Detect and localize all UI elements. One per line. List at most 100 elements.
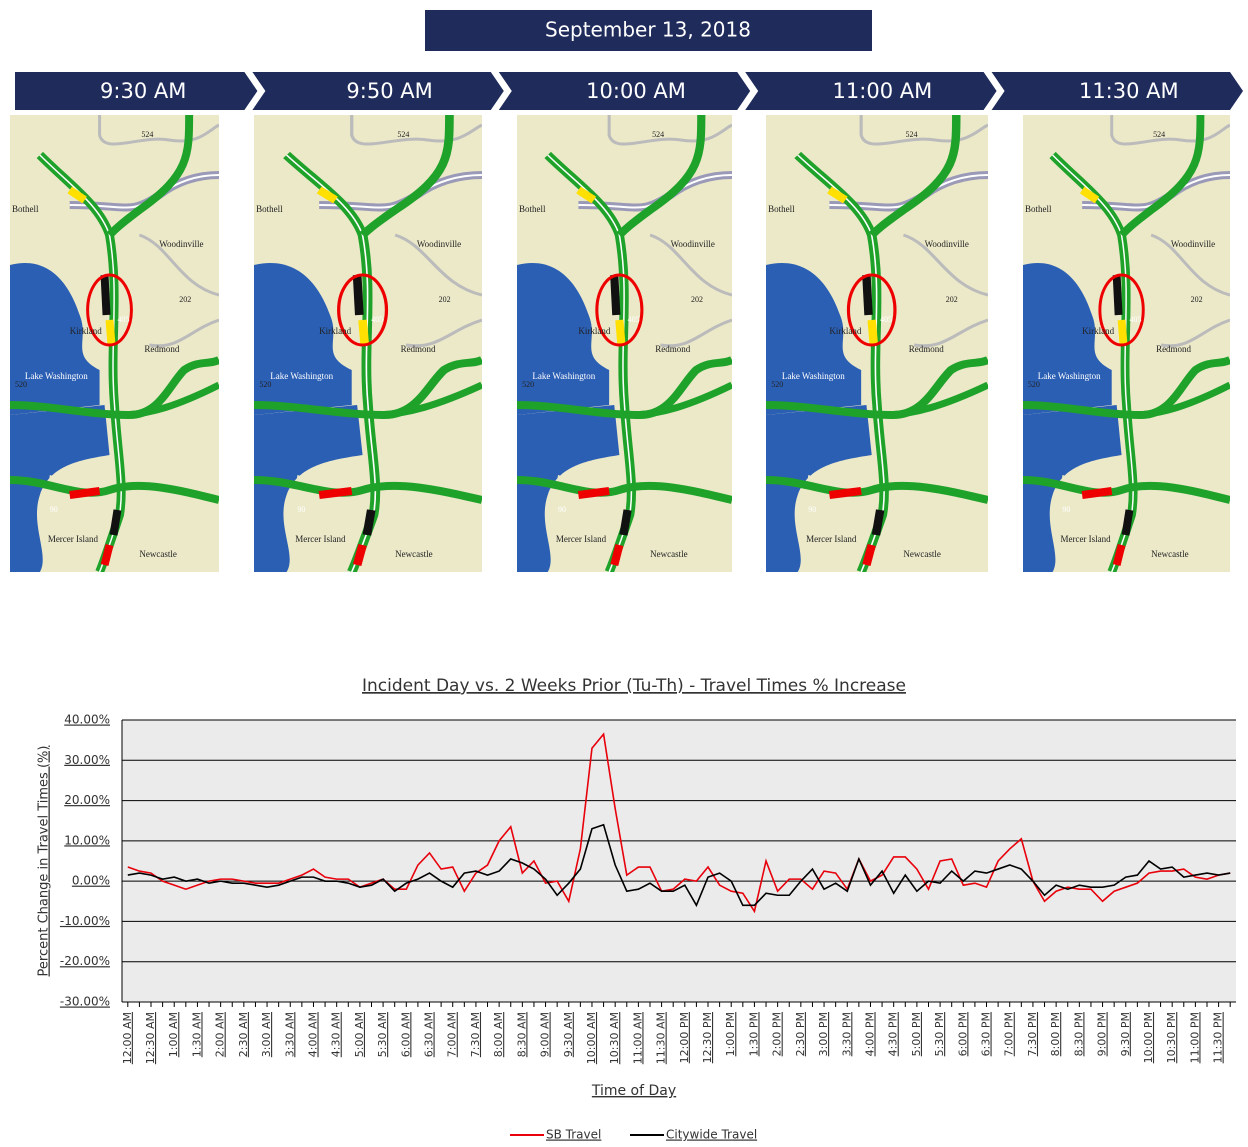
map-image xyxy=(254,115,482,572)
map-label: 90 xyxy=(1062,505,1070,514)
map-label: Woodinville xyxy=(1171,239,1215,249)
map-label: 90 xyxy=(297,505,305,514)
chart: Incident Day vs. 2 Weeks Prior (Tu-Th) -… xyxy=(37,676,1237,1142)
map-label: 202 xyxy=(439,295,451,304)
time-label: 11:00 AM xyxy=(833,79,933,103)
x-tick-label: 10:00 PM xyxy=(1142,1012,1155,1063)
x-tick-label: 2:00 AM xyxy=(214,1012,227,1057)
x-tick-label: 4:30 AM xyxy=(330,1012,343,1057)
x-tick-label: 6:00 PM xyxy=(956,1012,969,1056)
x-tick-label: 1:30 PM xyxy=(747,1012,760,1056)
map: BothellWoodinvilleKirklandRedmondLake Wa… xyxy=(10,115,219,572)
x-tick-label: 7:00 PM xyxy=(1003,1012,1016,1056)
x-tick-label: 10:30 AM xyxy=(608,1012,621,1064)
map-image xyxy=(766,115,988,572)
map-label: Bothell xyxy=(12,204,39,214)
map-label: 520 xyxy=(771,380,783,389)
y-tick-label: 0.00% xyxy=(72,874,110,888)
timeline: 9:30 AM9:50 AM10:00 AM11:00 AM11:30 AM xyxy=(15,72,1243,110)
map-label: 524 xyxy=(141,130,153,139)
plot-area xyxy=(122,720,1236,1002)
map-image xyxy=(1023,115,1230,572)
time-label: 9:30 AM xyxy=(100,79,186,103)
map-label: Redmond xyxy=(655,344,690,354)
x-tick-label: 6:30 AM xyxy=(423,1012,436,1057)
x-tick-label: 12:30 AM xyxy=(144,1012,157,1064)
x-tick-label: 9:00 AM xyxy=(539,1012,552,1057)
map-label: 202 xyxy=(691,295,703,304)
map-label: Newcastle xyxy=(650,549,687,559)
legend-label: Citywide Travel xyxy=(666,1128,757,1142)
x-tick-label: 7:00 AM xyxy=(446,1012,459,1057)
x-tick-label: 4:00 AM xyxy=(306,1012,319,1057)
y-tick-label: 40.00% xyxy=(64,713,110,727)
map-label: Bothell xyxy=(519,204,546,214)
x-tick-label: 2:30 AM xyxy=(237,1012,250,1057)
map-label: 405 xyxy=(1129,315,1141,324)
map-label: Mercer Island xyxy=(806,534,857,544)
legend-label: SB Travel xyxy=(546,1128,601,1142)
map: BothellWoodinvilleKirklandRedmondLake Wa… xyxy=(254,115,482,572)
x-tick-label: 3:00 AM xyxy=(260,1012,273,1057)
map-label: Newcastle xyxy=(903,549,940,559)
map-label: Woodinville xyxy=(925,239,969,249)
x-tick-label: 9:30 PM xyxy=(1119,1012,1132,1056)
map-label: 520 xyxy=(1028,380,1040,389)
map-label: 524 xyxy=(906,130,918,139)
map-label: 90 xyxy=(558,505,566,514)
map-label: Bothell xyxy=(1025,204,1052,214)
y-tick-label: -10.00% xyxy=(60,914,110,928)
map-label: Lake Washington xyxy=(532,371,595,381)
map-label: 524 xyxy=(1153,130,1165,139)
time-label: 9:50 AM xyxy=(346,79,432,103)
map-label: Kirkland xyxy=(319,326,351,336)
x-axis-title: Time of Day xyxy=(591,1083,676,1099)
map-label: Kirkland xyxy=(578,326,610,336)
x-tick-label: 5:30 AM xyxy=(376,1012,389,1057)
x-tick-label: 10:00 AM xyxy=(585,1012,598,1064)
x-tick-label: 6:00 AM xyxy=(399,1012,412,1057)
maps: Bothell Woodinville Kirkland Redmond Lake Wa… xyxy=(10,115,1230,572)
page: September 13, 2018 9:30 AM 9:50 AM 10:00 A… xyxy=(0,0,1248,1143)
x-tick-label: 7:30 PM xyxy=(1026,1012,1039,1056)
map-label: Mercer Island xyxy=(556,534,607,544)
map-label: 520 xyxy=(259,380,271,389)
map-label: Lake Washington xyxy=(782,371,845,381)
map-label: 524 xyxy=(397,130,409,139)
x-tick-label: 3:30 PM xyxy=(840,1012,853,1056)
map-image xyxy=(517,115,732,572)
x-tick-label: 3:00 PM xyxy=(817,1012,830,1056)
x-tick-label: 1:00 AM xyxy=(167,1012,180,1057)
map-label: Newcastle xyxy=(139,549,176,559)
x-tick-label: 1:30 AM xyxy=(190,1012,203,1057)
x-tick-label: 9:30 AM xyxy=(562,1012,575,1057)
map-label: Newcastle xyxy=(1151,549,1188,559)
y-tick-label: 30.00% xyxy=(64,753,110,767)
map-label: 520 xyxy=(522,380,534,389)
map-label: Redmond xyxy=(1156,344,1191,354)
y-tick-label: -20.00% xyxy=(60,954,110,968)
map-label: Kirkland xyxy=(1082,326,1114,336)
y-tick-label: -30.00% xyxy=(60,995,110,1009)
date: September 13, 2018 xyxy=(545,18,751,42)
y-tick-label: 10.00% xyxy=(64,833,110,847)
time-label: 11:30 AM xyxy=(1079,79,1179,103)
x-tick-label: 12:00 PM xyxy=(678,1012,691,1063)
x-tick-label: 1:00 PM xyxy=(724,1012,737,1056)
x-tick-label: 11:30 AM xyxy=(655,1012,668,1064)
map-label: Kirkland xyxy=(70,326,102,336)
x-tick-label: 5:30 PM xyxy=(933,1012,946,1056)
map-label: 405 xyxy=(628,315,640,324)
map-label: Redmond xyxy=(401,344,436,354)
x-tick-label: 4:30 PM xyxy=(887,1012,900,1056)
x-tick-label: 8:00 PM xyxy=(1049,1012,1062,1056)
x-tick-label: 11:00 AM xyxy=(631,1012,644,1064)
x-tick-label: 11:00 PM xyxy=(1188,1012,1201,1063)
map-label: Redmond xyxy=(909,344,944,354)
x-tick-label: 3:30 AM xyxy=(283,1012,296,1057)
x-tick-label: 12:00 AM xyxy=(121,1012,134,1064)
x-tick-label: 9:00 PM xyxy=(1096,1012,1109,1056)
map-label: Lake Washington xyxy=(1038,371,1101,381)
